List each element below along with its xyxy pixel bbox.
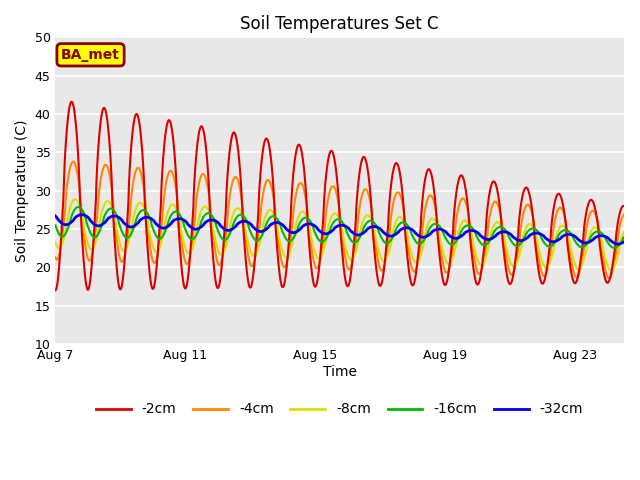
- Title: Soil Temperatures Set C: Soil Temperatures Set C: [240, 15, 439, 33]
- X-axis label: Time: Time: [323, 364, 356, 379]
- Legend: -2cm, -4cm, -8cm, -16cm, -32cm: -2cm, -4cm, -8cm, -16cm, -32cm: [90, 397, 589, 422]
- Text: BA_met: BA_met: [61, 48, 120, 62]
- Y-axis label: Soil Temperature (C): Soil Temperature (C): [15, 120, 29, 262]
